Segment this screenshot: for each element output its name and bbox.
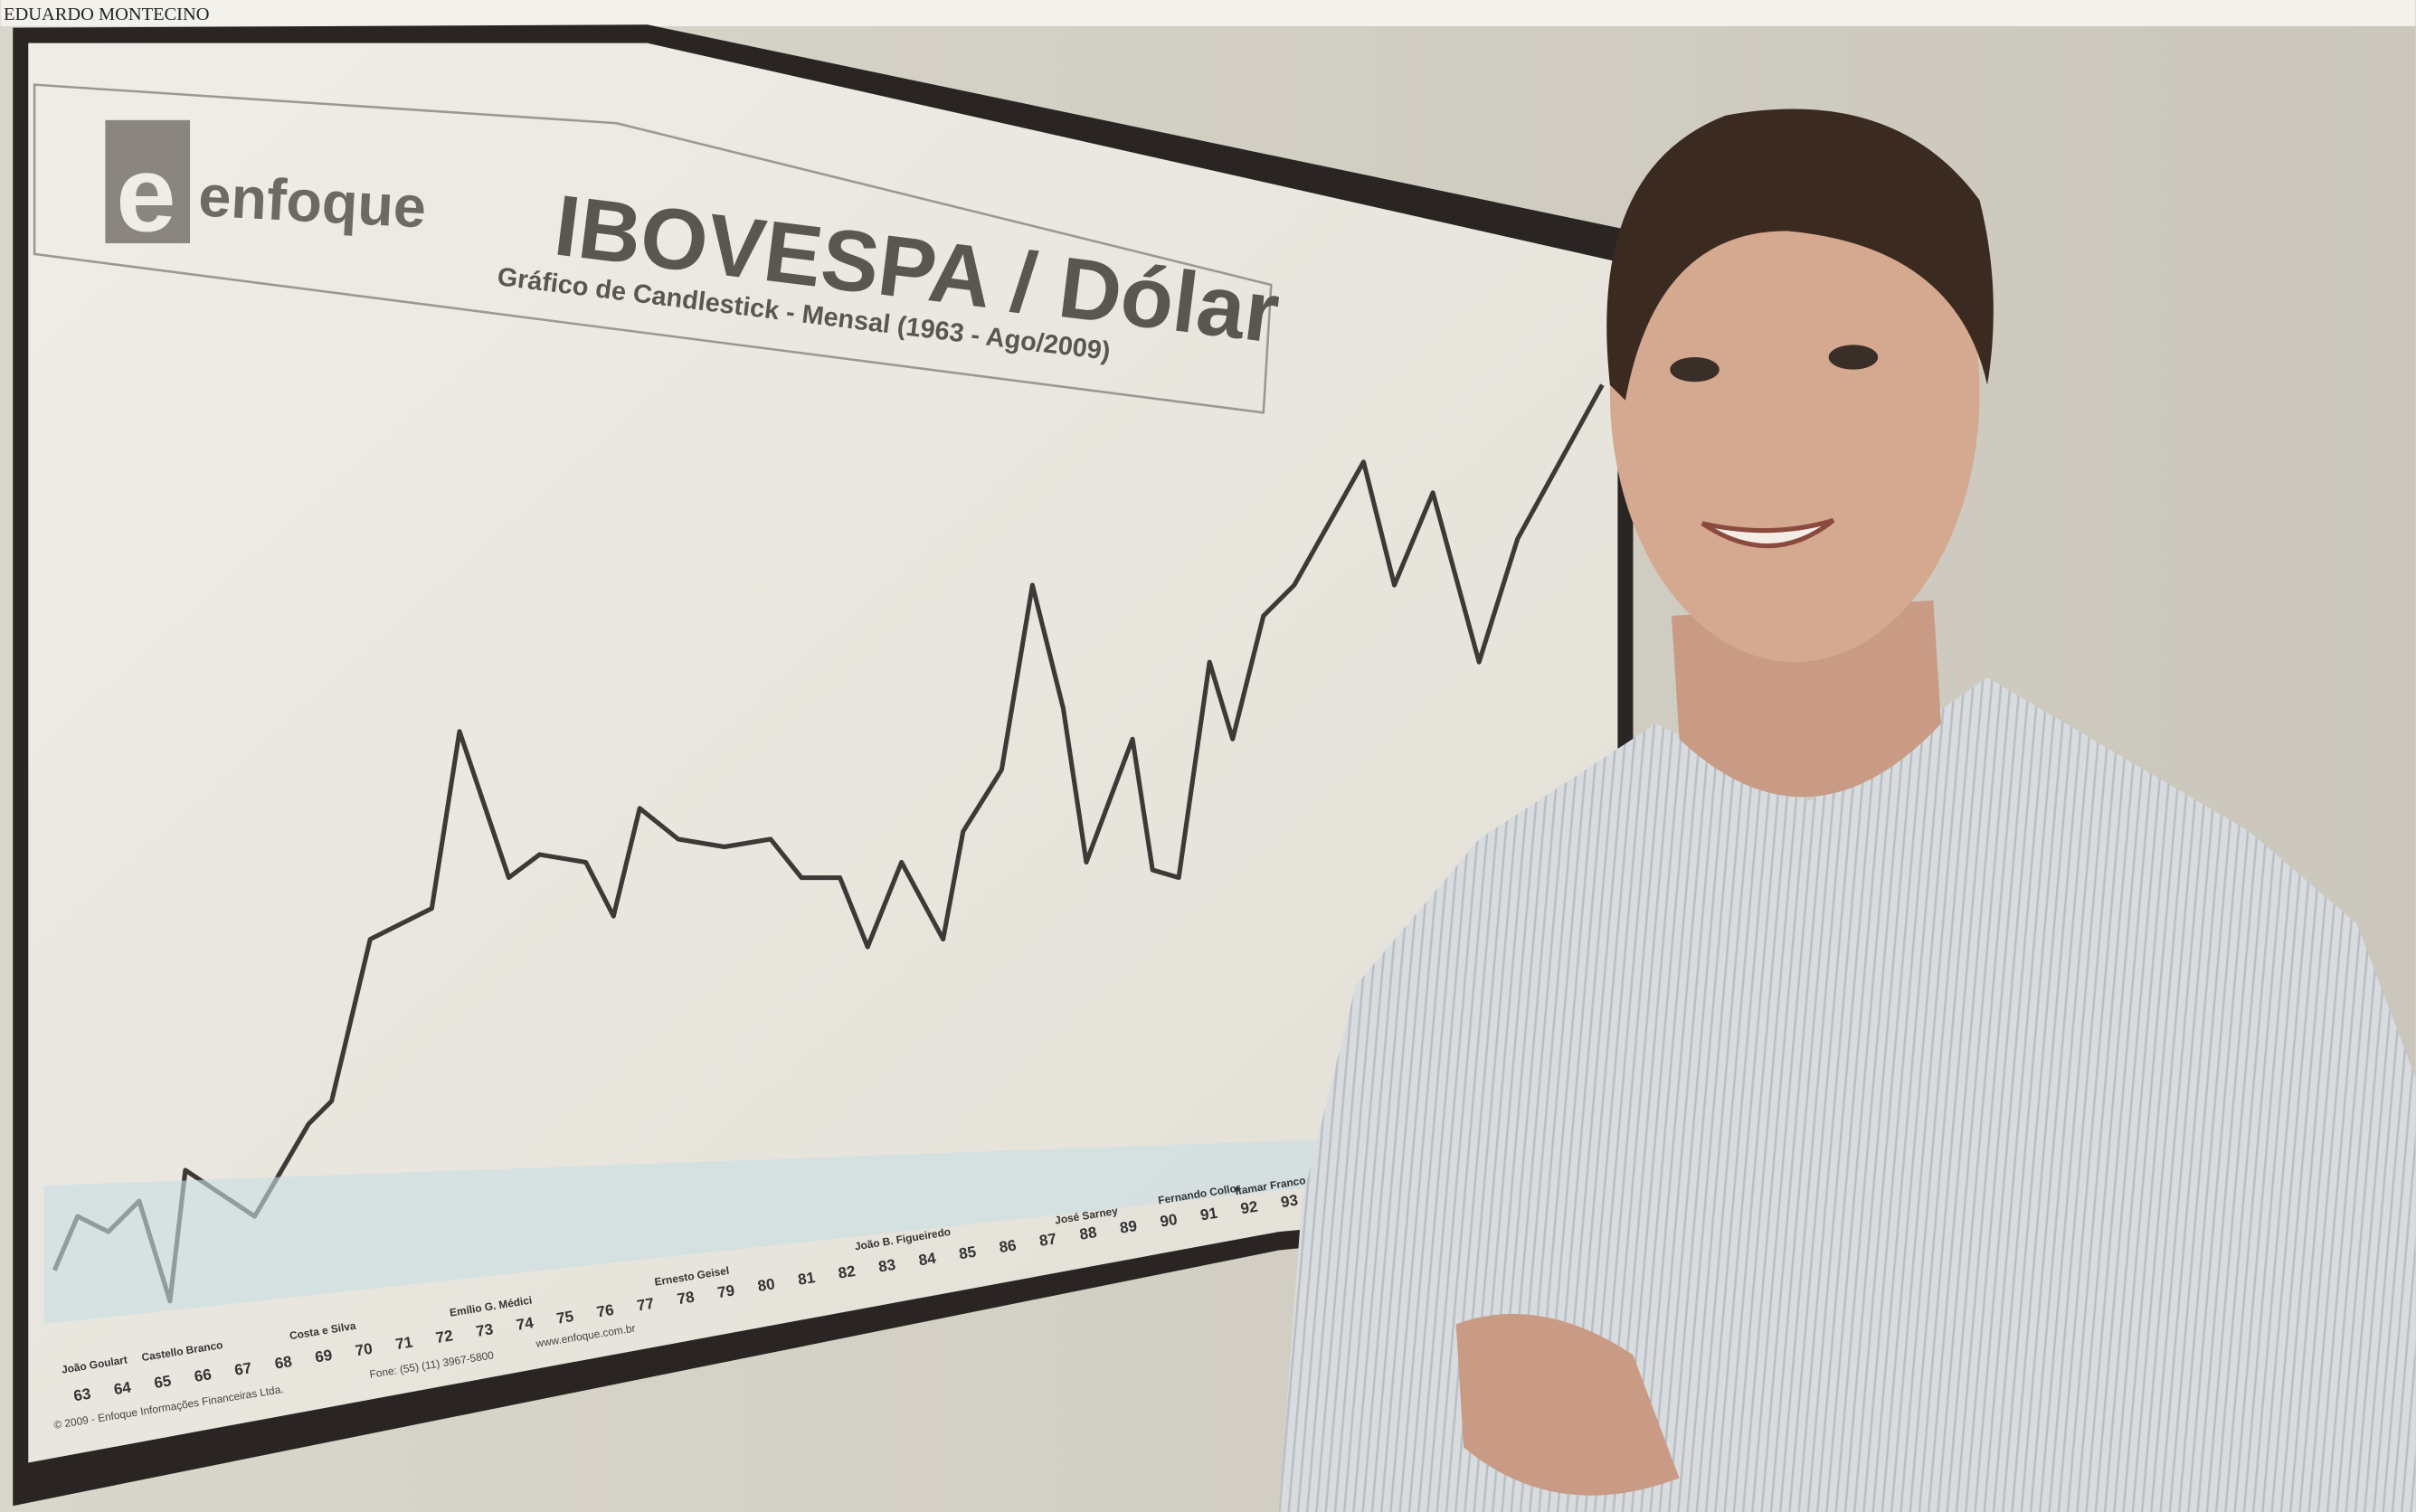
year-label: 89 [1119, 1217, 1139, 1237]
logo-text: enfoque [197, 162, 428, 240]
credit-band [1, 0, 2416, 26]
body: EDUARDO MONTECINO e enfoque IBOVESPA / D… [0, 0, 2416, 1512]
year-label: 80 [756, 1275, 776, 1295]
year-label: 88 [1078, 1224, 1098, 1243]
year-label: 93 [1280, 1191, 1300, 1211]
page: IBOVESPA / Dólar {"photo_credit": "EDUAR… [0, 0, 2416, 1512]
year-label: 76 [595, 1301, 615, 1321]
year-label: 86 [998, 1236, 1018, 1256]
year-label: 78 [676, 1289, 696, 1309]
year-label: 67 [233, 1359, 253, 1379]
year-label: 65 [153, 1372, 173, 1392]
year-label: 71 [394, 1334, 414, 1354]
year-label: 74 [515, 1314, 535, 1334]
year-label: 92 [1239, 1198, 1259, 1218]
year-label: 81 [797, 1269, 817, 1289]
year-label: 84 [917, 1250, 937, 1270]
right-eye [1829, 345, 1878, 369]
logo-mark: e [105, 120, 190, 255]
year-label: 83 [877, 1256, 897, 1276]
year-label: 77 [636, 1295, 656, 1315]
year-label: 63 [72, 1385, 92, 1405]
year-label: 73 [475, 1320, 495, 1340]
year-label: 85 [958, 1243, 978, 1263]
year-label: 70 [354, 1340, 374, 1360]
year-label: 91 [1199, 1205, 1219, 1224]
photo-credit: EDUARDO MONTECINO [4, 5, 209, 24]
photo: EDUARDO MONTECINO e enfoque IBOVESPA / D… [0, 0, 2416, 1512]
left-eye [1670, 357, 1719, 382]
year-label: 87 [1038, 1230, 1058, 1250]
year-label: 90 [1159, 1211, 1179, 1231]
year-label: 72 [434, 1327, 454, 1347]
year-label: 82 [837, 1262, 857, 1282]
svg-text:e: e [116, 134, 175, 254]
year-label: 68 [273, 1353, 293, 1373]
year-label: 66 [193, 1366, 213, 1385]
year-label: 69 [314, 1347, 334, 1366]
year-label: 79 [716, 1281, 736, 1301]
year-label: 64 [112, 1378, 132, 1398]
year-label: 75 [555, 1308, 575, 1328]
